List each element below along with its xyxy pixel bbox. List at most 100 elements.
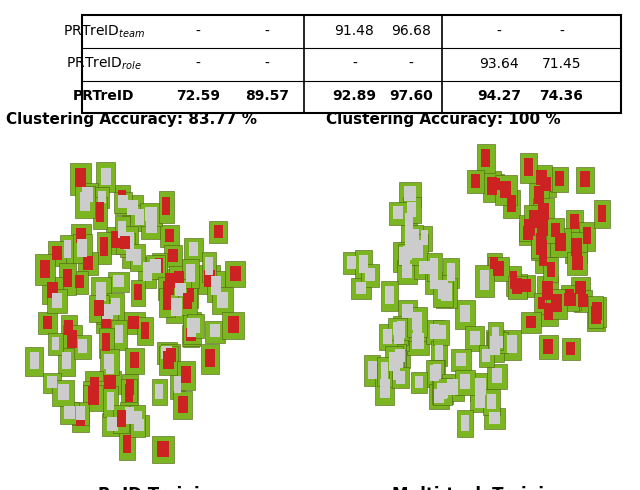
FancyBboxPatch shape [555,171,564,186]
FancyBboxPatch shape [403,304,413,318]
FancyBboxPatch shape [534,293,549,314]
FancyBboxPatch shape [82,188,93,202]
FancyBboxPatch shape [72,270,88,294]
FancyBboxPatch shape [561,285,579,311]
FancyBboxPatch shape [118,220,126,238]
FancyBboxPatch shape [52,337,60,350]
FancyBboxPatch shape [157,342,177,364]
FancyBboxPatch shape [93,300,104,316]
FancyBboxPatch shape [76,406,85,420]
FancyBboxPatch shape [187,288,195,302]
FancyBboxPatch shape [102,413,123,436]
FancyBboxPatch shape [111,297,120,315]
FancyBboxPatch shape [390,352,399,371]
FancyBboxPatch shape [552,294,563,312]
FancyBboxPatch shape [107,293,124,321]
FancyBboxPatch shape [399,181,421,207]
Text: ReID Training: ReID Training [97,486,223,490]
FancyBboxPatch shape [95,187,109,208]
FancyBboxPatch shape [115,216,130,245]
FancyBboxPatch shape [415,376,424,389]
FancyBboxPatch shape [186,328,196,341]
FancyBboxPatch shape [91,277,111,309]
FancyBboxPatch shape [102,304,113,319]
FancyBboxPatch shape [456,353,467,366]
FancyBboxPatch shape [406,224,423,250]
FancyBboxPatch shape [430,258,438,275]
FancyBboxPatch shape [536,240,547,255]
FancyBboxPatch shape [486,330,504,363]
FancyBboxPatch shape [201,343,219,374]
FancyBboxPatch shape [355,250,372,280]
FancyBboxPatch shape [169,266,189,294]
FancyBboxPatch shape [83,385,104,411]
FancyBboxPatch shape [526,316,536,328]
FancyBboxPatch shape [433,378,452,405]
FancyBboxPatch shape [130,205,148,231]
FancyBboxPatch shape [407,307,427,337]
FancyBboxPatch shape [113,275,124,287]
FancyBboxPatch shape [506,266,521,295]
FancyBboxPatch shape [77,183,98,208]
FancyBboxPatch shape [575,281,586,294]
FancyBboxPatch shape [443,258,460,288]
FancyBboxPatch shape [70,224,91,249]
FancyBboxPatch shape [76,228,86,244]
FancyBboxPatch shape [488,322,503,350]
FancyBboxPatch shape [447,379,458,394]
FancyBboxPatch shape [60,402,79,423]
FancyBboxPatch shape [492,336,503,348]
FancyBboxPatch shape [393,322,404,335]
FancyBboxPatch shape [130,352,140,368]
FancyBboxPatch shape [385,286,394,304]
FancyBboxPatch shape [508,274,527,298]
FancyBboxPatch shape [85,371,103,401]
FancyBboxPatch shape [455,370,476,395]
FancyBboxPatch shape [379,324,397,350]
FancyBboxPatch shape [492,368,502,383]
FancyBboxPatch shape [106,356,114,374]
FancyBboxPatch shape [43,316,52,329]
FancyBboxPatch shape [230,266,241,281]
FancyBboxPatch shape [61,316,77,341]
FancyBboxPatch shape [483,390,500,416]
FancyBboxPatch shape [457,410,472,437]
FancyBboxPatch shape [490,257,498,269]
FancyBboxPatch shape [108,271,129,292]
FancyBboxPatch shape [205,349,214,367]
FancyBboxPatch shape [25,347,43,376]
FancyBboxPatch shape [429,360,445,385]
FancyBboxPatch shape [531,165,552,192]
FancyBboxPatch shape [97,232,111,264]
FancyBboxPatch shape [531,236,552,260]
FancyBboxPatch shape [437,325,445,339]
FancyBboxPatch shape [397,260,417,284]
FancyBboxPatch shape [356,282,366,294]
FancyBboxPatch shape [521,312,541,333]
Text: Clustering Accuracy: 100 %: Clustering Accuracy: 100 % [326,112,561,127]
FancyBboxPatch shape [540,298,557,326]
FancyBboxPatch shape [436,383,448,398]
FancyBboxPatch shape [163,293,171,310]
FancyBboxPatch shape [29,352,39,369]
FancyBboxPatch shape [83,256,93,270]
FancyBboxPatch shape [182,324,200,345]
FancyBboxPatch shape [131,405,145,437]
FancyBboxPatch shape [487,394,496,409]
FancyBboxPatch shape [537,219,548,236]
FancyBboxPatch shape [60,235,75,265]
FancyBboxPatch shape [97,300,118,324]
FancyBboxPatch shape [436,278,457,308]
FancyBboxPatch shape [152,436,174,463]
FancyBboxPatch shape [115,185,130,215]
FancyBboxPatch shape [536,233,546,251]
FancyBboxPatch shape [183,323,198,347]
FancyBboxPatch shape [104,354,114,369]
FancyBboxPatch shape [433,364,442,379]
FancyBboxPatch shape [566,210,583,235]
FancyBboxPatch shape [202,252,216,282]
FancyBboxPatch shape [487,332,508,353]
FancyBboxPatch shape [461,415,469,431]
FancyBboxPatch shape [152,379,166,405]
FancyBboxPatch shape [413,257,435,279]
